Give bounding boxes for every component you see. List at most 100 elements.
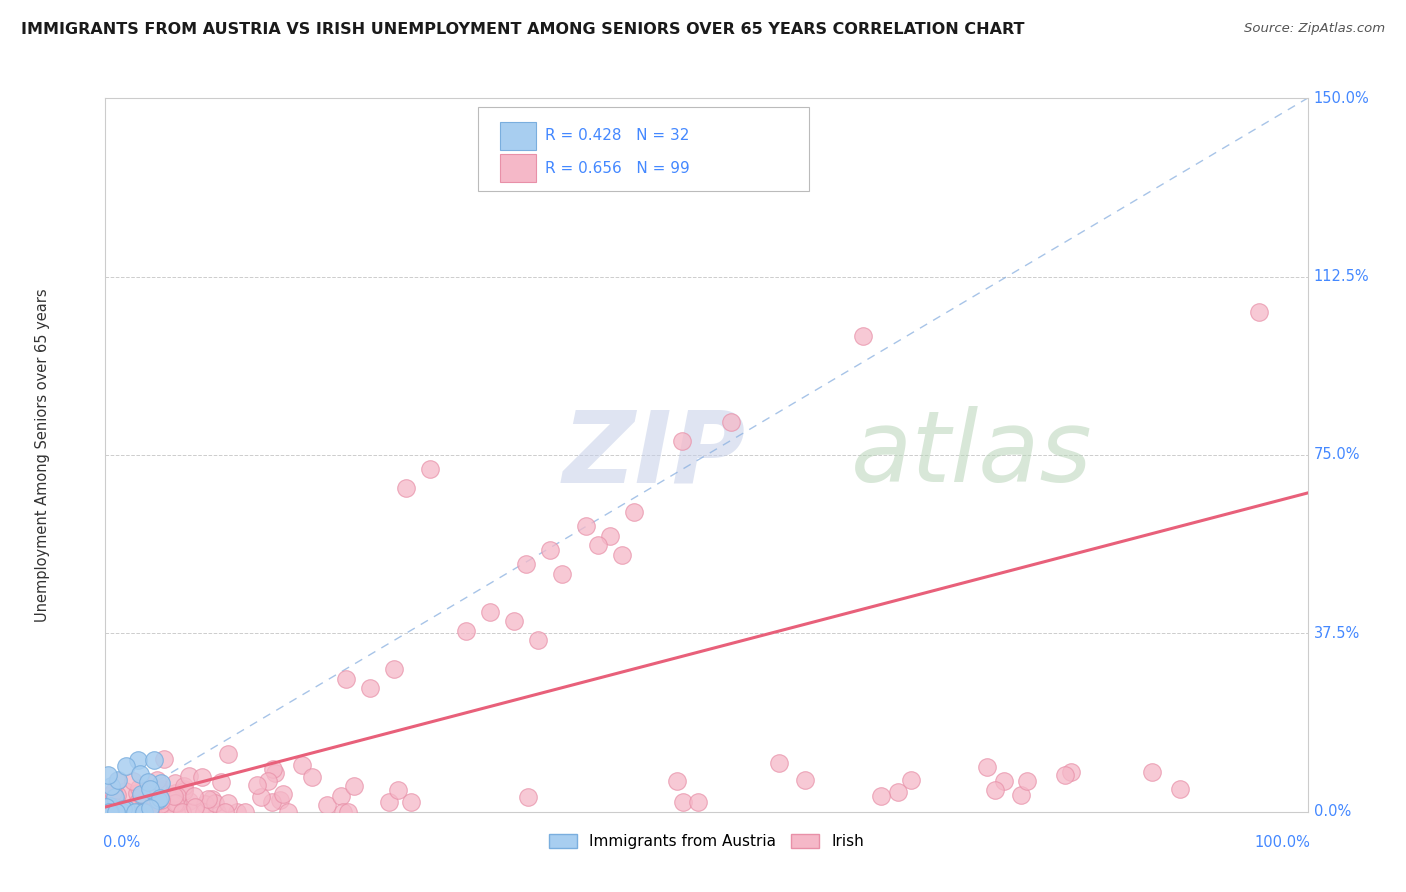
Point (127, 805, 149, 819)
Point (984, 783, 1007, 797)
Point (149, 797, 172, 811)
Point (111, 805, 134, 819)
Text: atlas: atlas (851, 407, 1092, 503)
Point (301, 771, 323, 785)
Text: Unemployment Among Seniors over 65 years: Unemployment Among Seniors over 65 years (35, 288, 51, 622)
Point (163, 789, 186, 804)
Point (612, 548, 634, 562)
Point (103, 789, 125, 804)
Point (793, 772, 815, 787)
Point (139, 805, 162, 819)
Point (387, 783, 409, 797)
Point (124, 805, 146, 819)
Point (112, 802, 135, 816)
Point (217, 747, 239, 761)
Point (672, 795, 695, 809)
Point (332, 805, 354, 819)
Point (271, 787, 294, 801)
Point (479, 605, 502, 619)
Point (226, 805, 249, 819)
Point (551, 566, 574, 581)
Point (1010, 788, 1032, 802)
Point (152, 782, 174, 797)
Point (343, 779, 366, 793)
Point (127, 753, 149, 767)
Point (993, 774, 1015, 789)
Point (869, 789, 891, 803)
Point (108, 805, 131, 819)
Point (143, 796, 166, 810)
Point (538, 543, 561, 558)
Point (150, 793, 173, 807)
Point (141, 798, 163, 813)
Point (217, 796, 239, 810)
Point (233, 805, 256, 819)
Point (665, 774, 688, 789)
Text: R = 0.428   N = 32: R = 0.428 N = 32 (546, 128, 690, 144)
Point (166, 789, 188, 803)
Point (395, 481, 418, 495)
Point (515, 558, 537, 572)
Point (183, 789, 205, 803)
Point (105, 805, 128, 819)
Point (194, 797, 217, 812)
Point (94, 800, 117, 814)
Point (101, 785, 124, 799)
Point (399, 795, 422, 809)
Point (139, 782, 162, 797)
Point (1053, 768, 1076, 782)
Point (191, 770, 214, 784)
Point (148, 793, 170, 807)
Point (900, 772, 922, 787)
Point (108, 805, 131, 819)
Point (330, 789, 353, 804)
Point (146, 783, 169, 797)
Point (132, 805, 155, 819)
Point (686, 795, 709, 809)
Point (177, 768, 200, 782)
Point (134, 805, 156, 819)
Point (139, 801, 162, 815)
Point (128, 766, 150, 780)
Point (193, 805, 215, 819)
Text: R = 0.656   N = 99: R = 0.656 N = 99 (546, 161, 690, 176)
Point (100, 779, 122, 793)
Text: 112.5%: 112.5% (1313, 269, 1369, 284)
Point (377, 795, 399, 809)
Point (98, 805, 121, 819)
Point (179, 805, 201, 819)
Point (110, 805, 132, 819)
Point (335, 672, 357, 686)
Point (720, 415, 742, 429)
Text: Source: ZipAtlas.com: Source: ZipAtlas.com (1244, 22, 1385, 36)
Point (165, 805, 187, 819)
Point (165, 786, 187, 800)
Point (146, 772, 169, 787)
Point (104, 799, 127, 814)
Point (166, 797, 188, 811)
Point (101, 799, 124, 814)
Point (97, 789, 120, 803)
Point (170, 805, 193, 819)
Point (149, 790, 172, 805)
Point (129, 788, 152, 802)
Point (454, 624, 477, 638)
Point (179, 794, 201, 808)
Text: IMMIGRANTS FROM AUSTRIA VS IRISH UNEMPLOYMENT AMONG SENIORS OVER 65 YEARS CORREL: IMMIGRANTS FROM AUSTRIA VS IRISH UNEMPLO… (21, 22, 1025, 37)
Point (852, 329, 875, 343)
Point (768, 756, 790, 771)
Point (104, 789, 127, 804)
Point (264, 766, 287, 780)
Point (122, 773, 145, 788)
Point (209, 775, 232, 789)
Point (163, 797, 186, 811)
Point (517, 789, 540, 804)
Point (115, 802, 138, 816)
Point (104, 805, 127, 819)
Point (527, 633, 550, 648)
Point (205, 805, 228, 819)
Point (588, 538, 610, 552)
Point (129, 787, 152, 801)
FancyBboxPatch shape (499, 121, 536, 150)
Point (184, 800, 207, 814)
